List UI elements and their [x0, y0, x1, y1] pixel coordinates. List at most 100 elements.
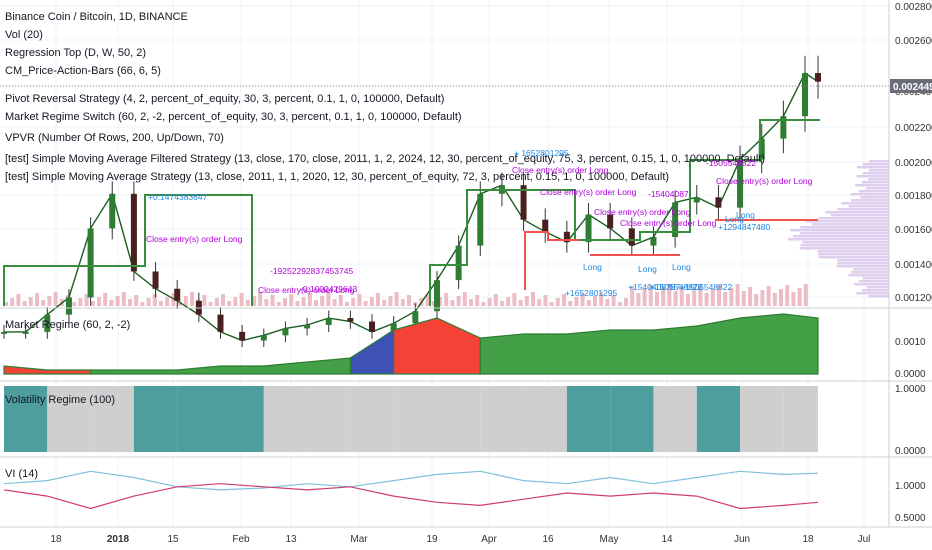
vpvr-row — [868, 160, 889, 163]
vpvr-row — [868, 178, 889, 181]
vi-tick-label: 0.5000 — [895, 513, 926, 524]
market-regime-pane[interactable] — [3, 313, 819, 375]
volume-bar — [183, 296, 188, 306]
study-label[interactable]: VPVR (Number Of Rows, 200, Up/Down, 70) — [5, 132, 224, 144]
volume-bar — [481, 302, 486, 306]
volume-bar — [661, 288, 666, 306]
time-axis[interactable]: 18 2018 15 Feb 13 Mar 19 Apr 16 May 14 J… — [50, 534, 870, 545]
price-axis[interactable]: 0.0028000 0.0026000 0.0024000 0.0022000 … — [890, 2, 932, 304]
volume-bar — [431, 301, 436, 306]
vpvr-row — [848, 274, 889, 277]
volume-bar — [605, 299, 610, 306]
volume-bar — [512, 293, 517, 306]
candle — [672, 202, 679, 237]
volume-bar — [382, 300, 387, 306]
time-tick-label: 15 — [167, 534, 179, 545]
volume-bar — [320, 296, 325, 306]
volume-bar — [301, 297, 306, 306]
pane-title[interactable]: Market Regime (60, 2, -2) — [5, 319, 130, 331]
volatility-block — [740, 386, 784, 452]
study-label[interactable]: [test] Simple Moving Average Filtered St… — [5, 153, 765, 165]
candle — [715, 197, 722, 208]
symbol-title[interactable]: Binance Coin / Bitcoin, 1D, BINANCE — [5, 11, 188, 23]
vi-axis[interactable]: 1.0000 0.5000 — [895, 481, 926, 524]
order-annotation: -15404087 — [648, 189, 689, 199]
volume-bar — [264, 299, 269, 306]
candle — [239, 331, 246, 341]
volume-bar — [456, 296, 461, 306]
volatility-regime-pane[interactable] — [4, 386, 818, 452]
volatility-axis[interactable]: 1.0000 0.0000 — [895, 384, 926, 457]
volume-bar — [791, 292, 796, 306]
pane-title[interactable]: VI (14) — [5, 468, 38, 480]
volume-bar — [450, 300, 455, 306]
volume-bar — [171, 293, 176, 306]
order-annotation: Long — [672, 262, 691, 272]
volume-bar — [190, 292, 194, 306]
volume-bar — [549, 302, 554, 306]
price-pane[interactable] — [0, 55, 889, 348]
volume-bar — [425, 294, 430, 306]
time-tick-label: Feb — [232, 534, 250, 545]
study-label[interactable]: CM_Price-Action-Bars (66, 6, 5) — [5, 65, 161, 77]
volume-bar — [500, 301, 504, 306]
vpvr-row — [841, 202, 889, 205]
volume-bar — [493, 294, 498, 306]
pane-title[interactable]: Volatility Regime (100) — [5, 394, 115, 406]
volume-bar — [388, 296, 393, 306]
study-label[interactable]: Regression Top (D, W, 50, 2) — [5, 47, 146, 59]
volume-bar — [134, 295, 139, 306]
order-annotation: +0.1474383647 — [148, 192, 208, 202]
candle — [390, 323, 397, 332]
volume-bar — [103, 293, 108, 306]
volume-bar — [121, 292, 126, 306]
regime-tick-label: 0.0010 — [895, 337, 926, 348]
time-tick-label: 13 — [285, 534, 297, 545]
price-tick-label: 0.0014000 — [895, 260, 932, 271]
study-label[interactable]: Pivot Reversal Strategy (4, 2, percent_o… — [5, 93, 444, 105]
study-label[interactable]: [test] Simple Moving Average Strategy (1… — [5, 171, 669, 183]
volume-bar — [159, 301, 163, 306]
volatility-block — [566, 386, 611, 452]
vpvr-row — [856, 166, 889, 169]
volume-bar — [345, 302, 349, 306]
vi-pane[interactable] — [3, 470, 819, 510]
vpvr-row — [868, 295, 889, 298]
volume-bar — [698, 286, 703, 306]
volume-bar — [47, 296, 52, 306]
volume-bar — [109, 300, 114, 306]
volatility-block — [350, 386, 394, 452]
volatility-block — [220, 386, 264, 452]
vpvr-row — [854, 283, 889, 286]
volume-bar — [233, 297, 238, 306]
vpvr-row — [848, 205, 889, 208]
vpvr-row — [855, 184, 889, 187]
vpvr-profile — [787, 160, 889, 298]
vpvr-row — [856, 175, 889, 178]
last-price-label: 0.0024495 — [893, 82, 932, 93]
candle — [152, 271, 159, 289]
volume-bar — [407, 295, 411, 306]
order-annotation: +1540408787 — [628, 282, 681, 292]
volume-bar — [326, 292, 331, 306]
volume-bar — [729, 288, 734, 306]
time-tick-label: 14 — [661, 534, 673, 545]
vpvr-row — [866, 187, 889, 190]
volatility-block — [263, 386, 308, 452]
volume-bar — [469, 299, 473, 306]
volume-bar — [78, 298, 83, 306]
volume-bar — [735, 284, 740, 306]
volume-bar — [772, 293, 777, 306]
candle — [815, 73, 821, 82]
volume-bar — [779, 289, 783, 306]
volume-bar — [84, 294, 89, 306]
volume-bar — [128, 299, 132, 306]
volume-bar — [586, 300, 591, 306]
candle — [455, 245, 462, 281]
study-label[interactable]: Market Regime Switch (60, 2, -2, percent… — [5, 111, 462, 123]
vpvr-row — [811, 223, 889, 226]
regime-axis[interactable]: 0.0010 0.0000 — [895, 337, 926, 380]
order-annotation: Close entry(s) order Long — [512, 165, 609, 175]
study-label[interactable]: Vol (20) — [5, 29, 43, 41]
